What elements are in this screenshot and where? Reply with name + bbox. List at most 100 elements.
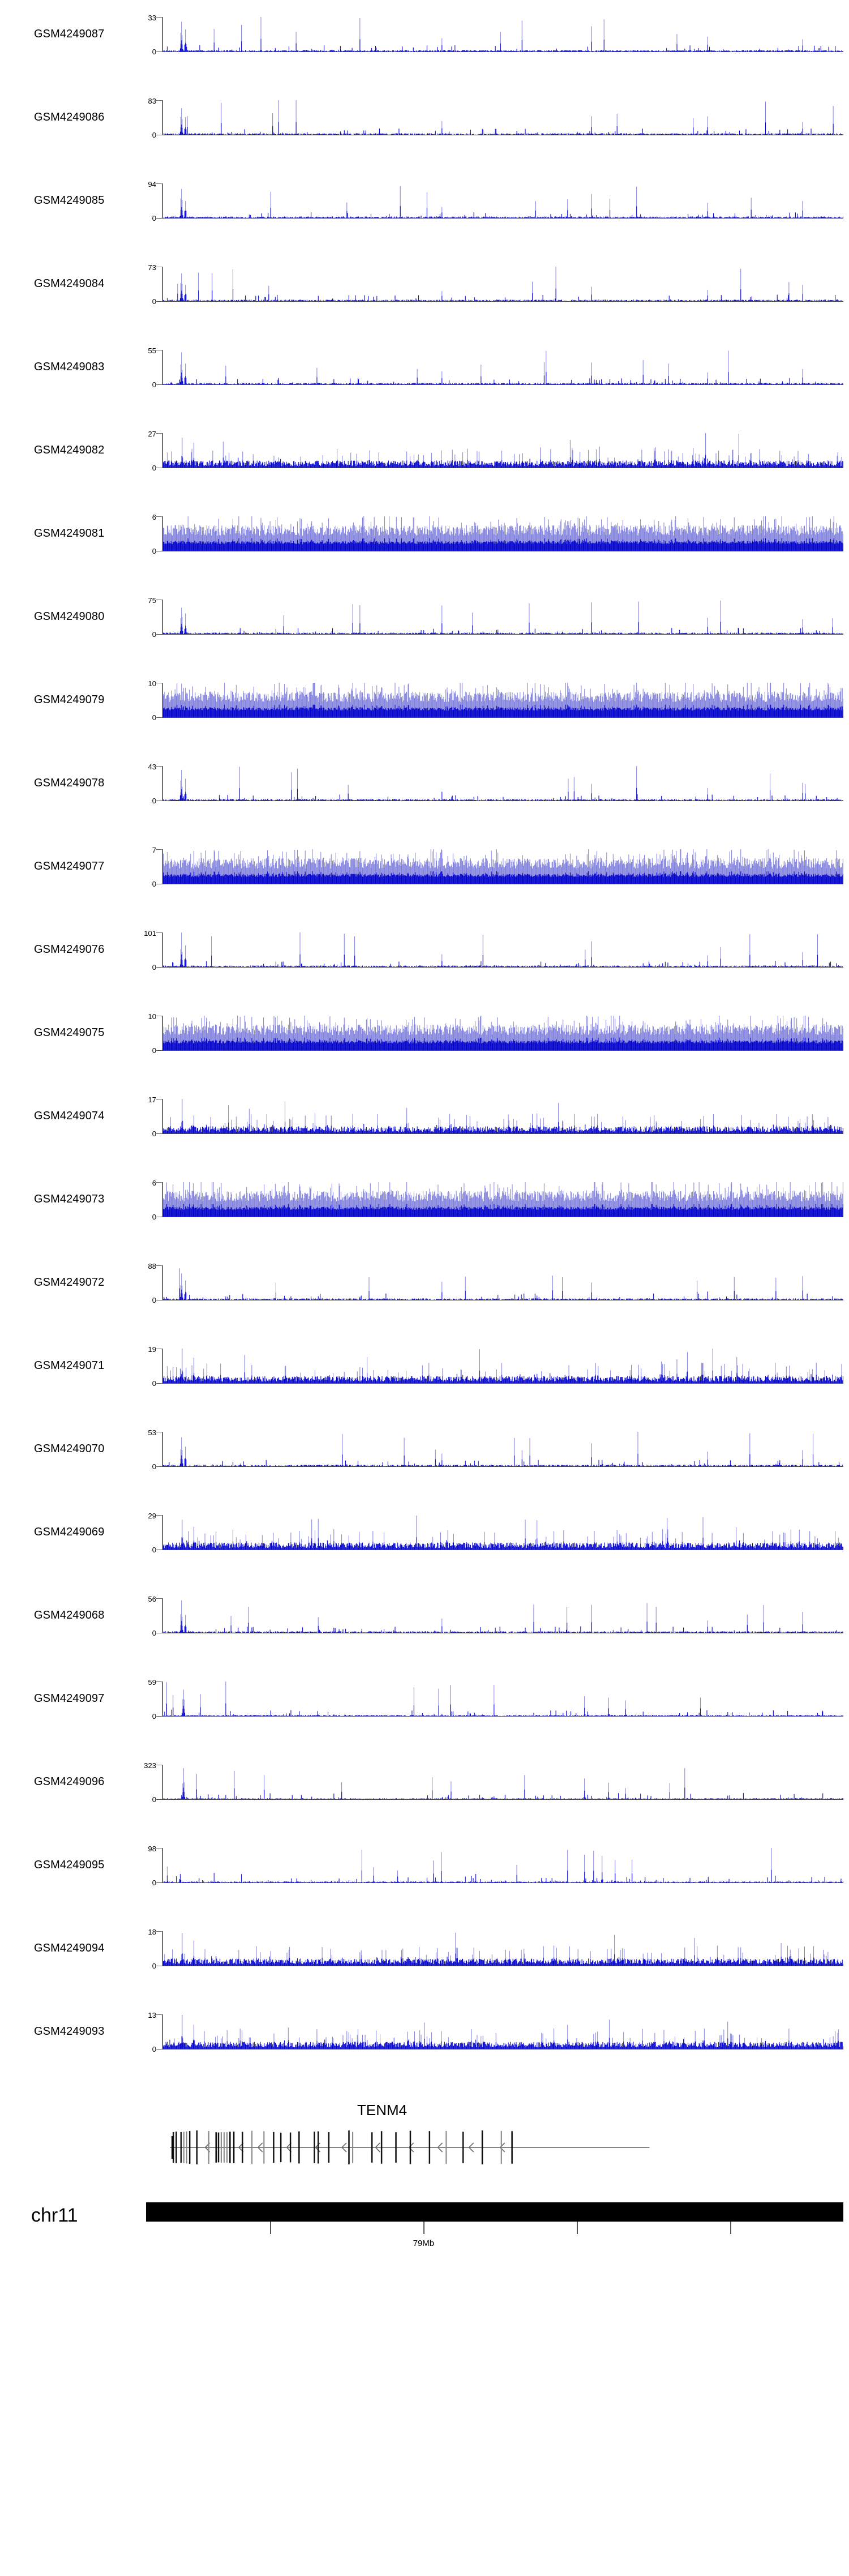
signal-track: GSM4249074 17 0 — [0, 1096, 849, 1137]
axis-min-label: 0 — [152, 1296, 156, 1304]
axis-vertical-line — [162, 1765, 163, 1800]
track-signal-plot[interactable] — [163, 849, 843, 884]
track-signal-plot[interactable] — [163, 1432, 843, 1467]
track-signal-plot[interactable] — [163, 1349, 843, 1384]
axis-vertical-line — [162, 1265, 163, 1300]
signal-track: GSM4249097 59 0 — [0, 1678, 849, 1720]
axis-min-label: 0 — [152, 1046, 156, 1055]
track-signal-plot[interactable] — [163, 100, 843, 135]
signal-track: GSM4249086 83 0 — [0, 97, 849, 139]
signal-track: GSM4249070 53 0 — [0, 1429, 849, 1470]
signal-canvas — [163, 350, 843, 385]
axis-max-label: 6 — [152, 1179, 156, 1187]
track-signal-plot[interactable] — [163, 1765, 843, 1800]
signal-canvas — [163, 2014, 843, 2049]
axis-max-label: 10 — [148, 1012, 156, 1021]
track-y-axis: 56 0 — [129, 1595, 163, 1637]
track-signal-plot[interactable] — [163, 1848, 843, 1883]
axis-max-label: 75 — [148, 596, 156, 605]
track-y-axis: 94 0 — [129, 180, 163, 222]
axis-min-label: 0 — [152, 547, 156, 555]
axis-tick-top — [156, 932, 162, 933]
track-sample-label: GSM4249078 — [34, 777, 105, 789]
ruler-tick — [577, 2222, 578, 2234]
track-baseline — [157, 717, 843, 718]
gene-annotation-panel: TENM4 — [0, 2102, 849, 2192]
track-signal-plot[interactable] — [163, 433, 843, 468]
track-signal-plot[interactable] — [163, 600, 843, 635]
signal-track: GSM4249084 73 0 — [0, 264, 849, 305]
track-y-axis: 19 0 — [129, 1345, 163, 1387]
track-signal-plot[interactable] — [163, 350, 843, 385]
axis-max-label: 94 — [148, 180, 156, 189]
axis-vertical-line — [162, 1432, 163, 1467]
track-signal-plot[interactable] — [163, 766, 843, 801]
axis-max-label: 6 — [152, 513, 156, 521]
track-signal-plot[interactable] — [163, 17, 843, 52]
signal-canvas — [163, 1349, 843, 1384]
track-y-axis: 18 0 — [129, 1928, 163, 1970]
ruler-tick-label: 79Mb — [413, 2239, 435, 2248]
axis-max-label: 33 — [148, 14, 156, 22]
track-sample-label: GSM4249070 — [34, 1443, 105, 1455]
chromosome-bar[interactable] — [146, 2202, 843, 2222]
track-signal-plot[interactable] — [163, 2014, 843, 2049]
track-signal-plot[interactable] — [163, 683, 843, 718]
axis-max-label: 19 — [148, 1345, 156, 1354]
track-signal-plot[interactable] — [163, 1515, 843, 1550]
signal-canvas — [163, 1598, 843, 1633]
axis-min-label: 0 — [152, 131, 156, 139]
track-baseline — [157, 1882, 843, 1883]
track-signal-plot[interactable] — [163, 183, 843, 219]
axis-tick-top — [156, 1182, 162, 1183]
track-sample-label: GSM4249085 — [34, 194, 105, 207]
signal-track: GSM4249082 27 0 — [0, 430, 849, 472]
axis-tick-top — [156, 433, 162, 434]
track-baseline — [157, 1799, 843, 1800]
track-signal-plot[interactable] — [163, 267, 843, 302]
axis-vertical-line — [162, 1515, 163, 1550]
track-signal-plot[interactable] — [163, 1016, 843, 1051]
axis-max-label: 83 — [148, 97, 156, 105]
track-y-axis: 73 0 — [129, 264, 163, 305]
track-signal-plot[interactable] — [163, 1598, 843, 1633]
axis-max-label: 323 — [144, 1761, 156, 1770]
signal-canvas — [163, 1182, 843, 1217]
track-signal-plot[interactable] — [163, 1099, 843, 1134]
track-y-axis: 55 0 — [129, 347, 163, 388]
signal-canvas — [163, 683, 843, 718]
signal-canvas — [163, 516, 843, 551]
track-y-axis: 43 0 — [129, 763, 163, 805]
axis-tick-top — [156, 100, 162, 101]
signal-canvas — [163, 766, 843, 801]
axis-vertical-line — [162, 1182, 163, 1217]
axis-vertical-line — [162, 683, 163, 718]
signal-track: GSM4249072 88 0 — [0, 1263, 849, 1304]
signal-track: GSM4249071 19 0 — [0, 1345, 849, 1387]
axis-max-label: 27 — [148, 430, 156, 438]
track-y-axis: 323 0 — [129, 1761, 163, 1803]
track-signal-plot[interactable] — [163, 932, 843, 968]
track-sample-label: GSM4249097 — [34, 1692, 105, 1705]
track-sample-label: GSM4249084 — [34, 277, 105, 290]
signal-track: GSM4249096 323 0 — [0, 1761, 849, 1803]
track-baseline — [157, 301, 843, 302]
track-signal-plot[interactable] — [163, 1681, 843, 1717]
track-sample-label: GSM4249093 — [34, 2025, 105, 2038]
gene-model-track[interactable] — [163, 2125, 843, 2170]
track-signal-plot[interactable] — [163, 516, 843, 551]
axis-vertical-line — [162, 2014, 163, 2049]
track-sample-label: GSM4249072 — [34, 1276, 105, 1289]
track-baseline — [157, 1383, 843, 1384]
axis-tick-top — [156, 183, 162, 184]
track-y-axis: 10 0 — [129, 680, 163, 721]
track-signal-plot[interactable] — [163, 1182, 843, 1217]
chromosome-label: chr11 — [31, 2205, 78, 2226]
track-signal-plot[interactable] — [163, 1265, 843, 1300]
axis-vertical-line — [162, 849, 163, 884]
track-signal-plot[interactable] — [163, 1931, 843, 1966]
axis-max-label: 59 — [148, 1678, 156, 1687]
axis-vertical-line — [162, 1848, 163, 1883]
track-sample-label: GSM4249094 — [34, 1942, 105, 1954]
